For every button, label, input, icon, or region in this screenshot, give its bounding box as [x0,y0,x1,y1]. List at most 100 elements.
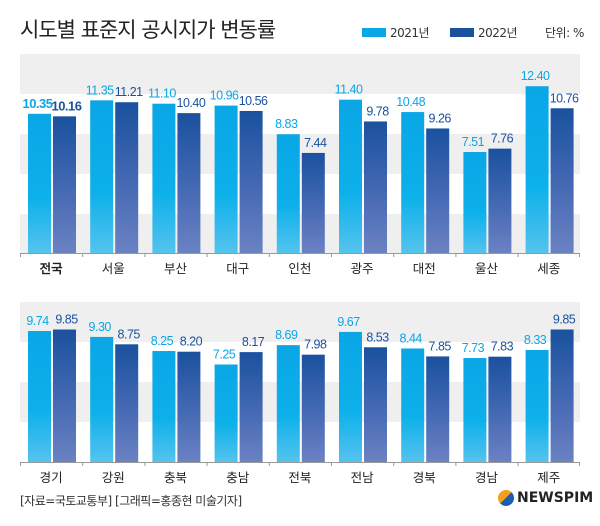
legend-2022: 2022년 [450,24,518,41]
data-label-2022: 7.44 [304,136,327,150]
data-label-2022: 8.53 [366,330,389,344]
bar-2021 [401,348,425,462]
bar-2021 [28,113,51,253]
data-label-2021: 11.35 [86,83,114,97]
category-label: 부산 [164,261,188,276]
data-label-2022: 8.75 [118,327,141,341]
grid-band [20,54,580,94]
data-label-2022: 11.21 [115,85,143,99]
legend-swatch-2021 [362,28,386,37]
data-label-2021: 10.48 [396,95,425,109]
bar-2022 [115,344,139,462]
category-label: 대구 [226,261,249,276]
data-label-2021: 7.51 [462,135,485,149]
bar-2021 [276,134,300,253]
category-label: 전국 [40,261,64,276]
bar-2022 [115,102,139,254]
data-label-2022: 9.85 [55,313,78,327]
grid-band [20,214,580,253]
bar-2022 [488,356,512,462]
data-label-2022: 8.20 [180,335,203,349]
category-label: 충남 [226,470,250,485]
bar-2021 [152,103,176,253]
category-label: 대전 [413,261,436,276]
bar-2021 [90,100,114,253]
bar-2022 [53,116,76,254]
category-label: 강원 [102,470,125,485]
data-label-2022: 10.56 [239,94,268,108]
bar-2022 [301,152,325,253]
bar-2021 [463,358,487,462]
bar-2022 [239,110,263,253]
source-text: [자료=국토교통부] [그래픽=홍종현 미술기자] [20,494,242,508]
bar-2022 [550,108,574,253]
legend-2021: 2021년 [362,24,430,41]
bar-2021 [525,349,549,462]
bar-2021 [401,112,425,253]
data-label-2021: 11.10 [148,87,176,101]
unit-label: 단위: % [545,26,584,40]
newspim-logo: NEWSPIM [498,490,593,506]
data-label-2022: 10.40 [177,96,206,110]
data-label-2021: 9.30 [89,320,112,334]
data-label-2021: 8.83 [275,117,298,131]
data-label-2022: 7.98 [304,338,327,352]
data-label-2022: 10.16 [51,98,81,113]
data-label-2021: 9.67 [337,315,360,329]
data-label-2022: 9.78 [366,104,389,118]
data-label-2022: 10.76 [550,91,579,105]
bar-2021 [276,345,300,462]
data-label-2021: 9.74 [26,314,49,328]
data-label-2021: 10.96 [210,89,239,103]
bar-2021 [28,330,51,462]
bar-2021 [214,364,238,462]
bar-2021 [90,336,114,462]
bar-2021 [214,105,238,253]
category-label: 광주 [351,261,374,276]
bar-2022 [488,148,512,253]
bar-2021 [152,351,176,462]
category-label: 경북 [413,470,436,485]
bar-2022 [550,329,574,462]
bar-2022 [364,121,387,253]
legend-swatch-2022 [450,28,474,37]
grid-band [20,134,580,174]
data-label-2021: 12.40 [521,69,550,83]
data-label-2021: 8.25 [151,334,174,348]
bar-2021 [339,99,362,253]
data-label-2021: 7.25 [213,347,236,361]
legend-label-2021: 2021년 [390,26,430,40]
data-label-2022: 7.85 [429,339,452,353]
bar-2021 [339,331,362,462]
data-label-2021: 8.44 [400,331,423,345]
data-label-2022: 7.76 [491,132,514,146]
bar-2022 [364,347,387,462]
logo-icon [498,490,514,506]
bar-2022 [177,113,201,254]
category-label: 충북 [164,470,187,485]
category-label: 울산 [475,261,499,276]
category-label: 세종 [537,261,560,276]
grid-band [20,302,580,342]
category-label: 서울 [102,261,125,276]
data-label-2022: 8.17 [242,335,265,349]
category-label: 경기 [40,470,63,485]
grid-band [20,382,580,422]
data-label-2022: 9.26 [429,111,452,125]
category-label: 제주 [537,470,560,485]
data-label-2022: 7.83 [491,340,514,354]
category-label: 인천 [288,261,311,276]
bar-2021 [525,86,549,253]
bar-2021 [463,151,487,253]
data-label-2022: 9.85 [553,313,576,327]
category-label: 전남 [351,470,375,485]
bar-2022 [239,352,263,462]
bar-2022 [177,351,201,462]
bar-2022 [426,356,450,462]
logo-text: NEWSPIM [517,490,594,506]
data-label-2021: 8.33 [524,333,547,347]
bar-2022 [426,128,450,253]
data-label-2021: 7.73 [462,341,485,355]
data-label-2021: 10.35 [22,96,52,111]
